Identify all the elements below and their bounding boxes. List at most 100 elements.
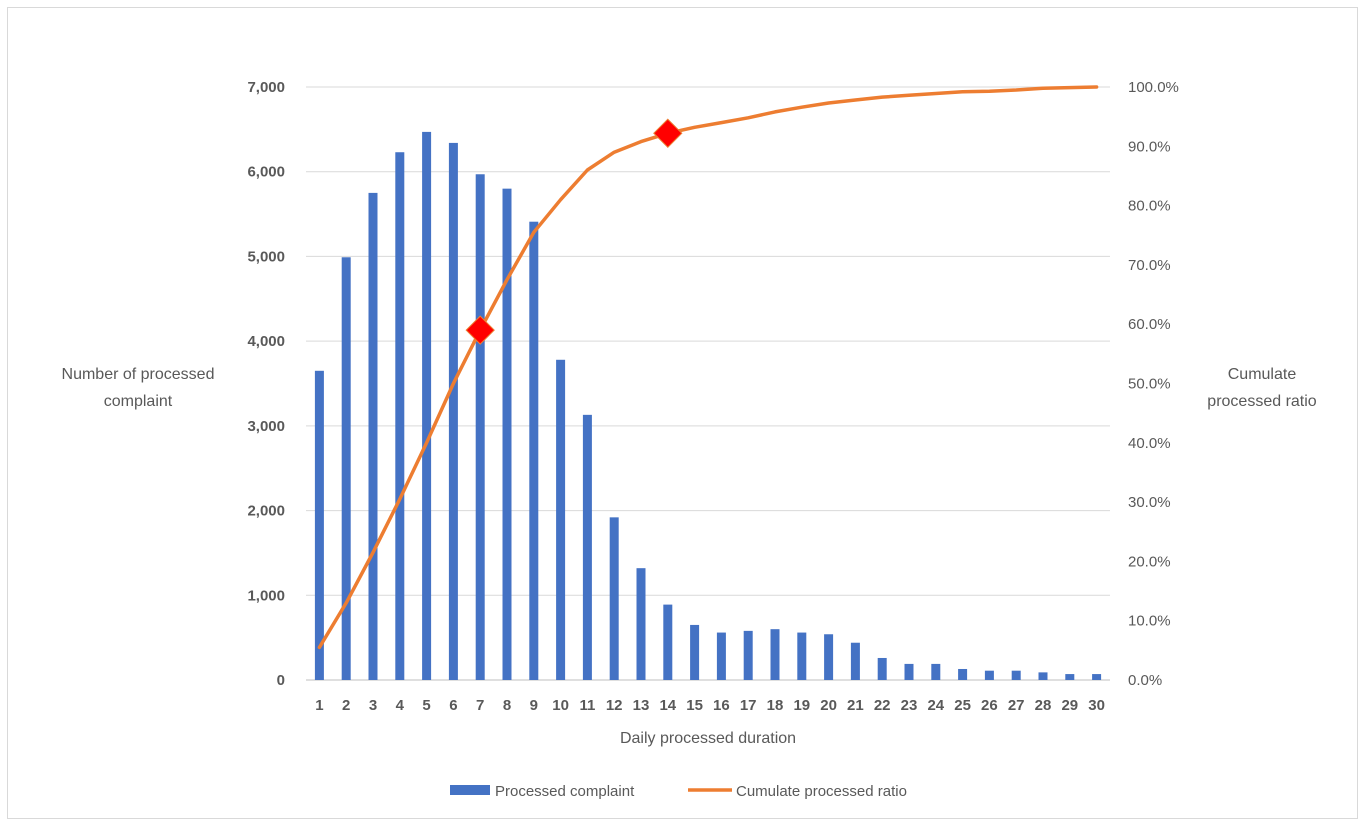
x-tick-label: 5 xyxy=(422,697,430,714)
legend: Processed complaint Cumulate processed r… xyxy=(450,783,907,800)
bar xyxy=(663,604,673,680)
diamond-marker xyxy=(653,118,683,148)
bar xyxy=(904,663,914,680)
highlight-markers xyxy=(465,118,683,345)
x-tick-label: 1 xyxy=(315,697,323,714)
x-tick-label: 19 xyxy=(793,697,810,714)
y2-tick-label: 90.0% xyxy=(1128,138,1171,155)
chart-frame xyxy=(7,7,1358,819)
legend-bar-label: Processed complaint xyxy=(495,783,635,800)
y2-tick-label: 80.0% xyxy=(1128,198,1171,215)
y2-tick-label: 50.0% xyxy=(1128,376,1171,393)
x-tick-label: 15 xyxy=(686,697,703,714)
bar xyxy=(1011,670,1021,680)
x-axis-title: Daily processed duration xyxy=(620,730,796,747)
cumulative-line xyxy=(317,85,1099,650)
x-tick-label: 7 xyxy=(476,697,484,714)
bar xyxy=(341,257,351,680)
bar xyxy=(797,632,807,680)
x-axis-tick-labels: 1 2 3 4 5 6 7 8 9 10 11 12 13 14 15 16 17 18 19 20 21 22 23 24 2… xyxy=(315,697,1105,714)
line-series-cumulate-processed-ratio xyxy=(317,85,1099,650)
left-axis-tick-labels: 0 1,000 2,000 3,000 4,000 5,000 6,000 7,000 xyxy=(247,79,285,689)
y-tick-label: 1,000 xyxy=(247,587,285,604)
y-tick-label: 0 xyxy=(277,672,285,689)
y2-tick-label: 10.0% xyxy=(1128,613,1171,630)
x-tick-label: 18 xyxy=(767,697,784,714)
x-tick-label: 22 xyxy=(874,697,891,714)
x-tick-label: 29 xyxy=(1061,697,1078,714)
y2-tick-label: 20.0% xyxy=(1128,553,1171,570)
bar xyxy=(877,657,887,680)
legend-line-label: Cumulate processed ratio xyxy=(736,783,907,800)
bar xyxy=(984,670,994,680)
x-tick-label: 27 xyxy=(1008,697,1025,714)
y-tick-label: 3,000 xyxy=(247,418,285,435)
bar xyxy=(690,624,700,680)
bar xyxy=(422,131,432,681)
x-tick-label: 23 xyxy=(901,697,918,714)
y-axis-title-line2: complaint xyxy=(104,393,173,410)
x-tick-label: 12 xyxy=(606,697,623,714)
x-tick-label: 8 xyxy=(503,697,511,714)
x-tick-label: 26 xyxy=(981,697,998,714)
x-tick-label: 17 xyxy=(740,697,757,714)
x-tick-label: 3 xyxy=(369,697,377,714)
bar xyxy=(1038,672,1048,680)
x-tick-label: 24 xyxy=(927,697,944,714)
bar xyxy=(582,414,592,680)
bar xyxy=(1065,674,1075,680)
x-tick-label: 6 xyxy=(449,697,457,714)
gridlines xyxy=(306,86,1110,681)
y-tick-label: 6,000 xyxy=(247,164,285,181)
bar xyxy=(475,174,485,680)
bar xyxy=(556,359,566,680)
x-tick-label: 20 xyxy=(820,697,837,714)
x-tick-label: 25 xyxy=(954,697,971,714)
bar xyxy=(636,568,646,680)
y-tick-label: 7,000 xyxy=(247,79,285,96)
x-tick-label: 9 xyxy=(530,697,538,714)
x-tick-label: 21 xyxy=(847,697,864,714)
y-tick-label: 2,000 xyxy=(247,503,285,520)
x-tick-label: 2 xyxy=(342,697,350,714)
bar xyxy=(850,642,860,680)
y-axis-title-line1: Number of processed xyxy=(62,366,215,383)
bar xyxy=(314,370,324,680)
x-tick-label: 13 xyxy=(633,697,650,714)
bar xyxy=(931,663,941,680)
bar xyxy=(529,221,539,680)
bar xyxy=(824,634,834,680)
diamond-marker xyxy=(465,315,495,345)
x-tick-label: 16 xyxy=(713,697,730,714)
x-tick-label: 10 xyxy=(552,697,569,714)
bar-series-processed-complaint xyxy=(314,131,1102,681)
y2-tick-label: 30.0% xyxy=(1128,494,1171,511)
y2-axis-title-line1: Cumulate xyxy=(1228,366,1297,383)
y-tick-label: 5,000 xyxy=(247,248,285,265)
x-tick-label: 4 xyxy=(396,697,405,714)
y-tick-label: 4,000 xyxy=(247,333,285,350)
y2-tick-label: 0.0% xyxy=(1128,672,1162,689)
bar xyxy=(395,152,405,681)
y2-tick-label: 60.0% xyxy=(1128,316,1171,333)
x-tick-label: 14 xyxy=(659,697,676,714)
bar xyxy=(770,629,780,680)
x-tick-label: 28 xyxy=(1035,697,1052,714)
y2-tick-label: 100.0% xyxy=(1128,79,1179,96)
legend-bar-swatch xyxy=(450,785,490,795)
x-tick-label: 11 xyxy=(579,697,595,714)
x-tick-label: 30 xyxy=(1088,697,1105,714)
bar xyxy=(716,632,726,680)
bar xyxy=(609,517,619,680)
right-axis-tick-labels: 0.0% 10.0% 20.0% 30.0% 40.0% 50.0% 60.0% 70.0% 8… xyxy=(1128,79,1179,689)
bar xyxy=(743,630,753,680)
bar xyxy=(1092,674,1102,680)
bar xyxy=(958,668,968,680)
bar xyxy=(368,192,378,680)
bar xyxy=(502,188,512,680)
y2-tick-label: 70.0% xyxy=(1128,257,1171,274)
y2-tick-label: 40.0% xyxy=(1128,435,1171,452)
bar xyxy=(448,142,458,680)
y2-axis-title-line2: processed ratio xyxy=(1207,393,1316,410)
